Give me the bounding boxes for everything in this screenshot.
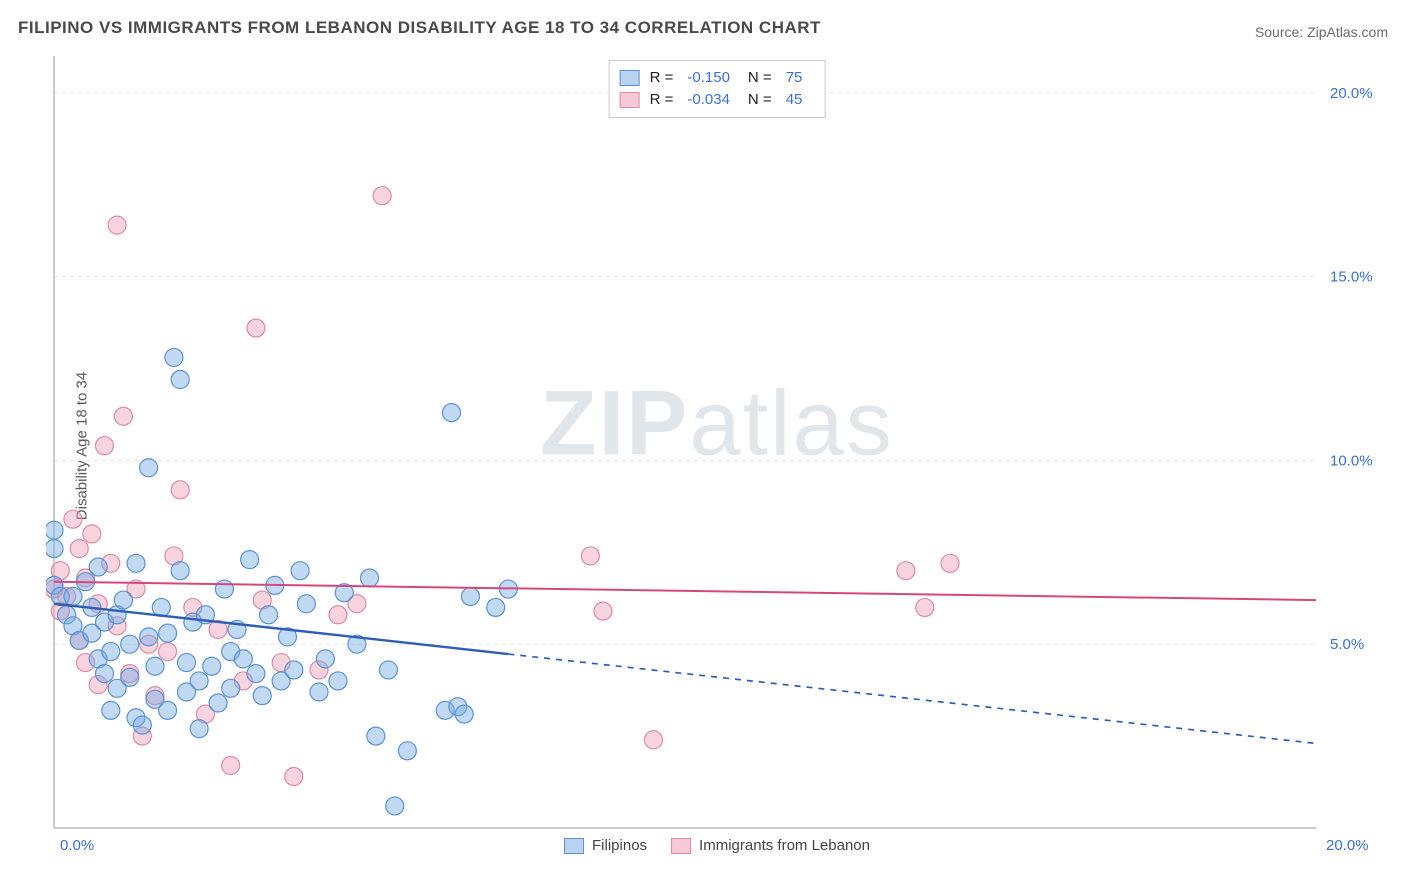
series-label: Immigrants from Lebanon — [699, 837, 870, 854]
svg-text:5.0%: 5.0% — [1330, 636, 1364, 653]
legend-n-label: N = — [748, 89, 772, 111]
correlation-legend: R = -0.150 N = 75 R = -0.034 N = 45 — [609, 60, 826, 118]
legend-swatch — [620, 92, 640, 108]
legend-swatch — [564, 838, 584, 854]
svg-text:10.0%: 10.0% — [1330, 452, 1373, 469]
svg-text:20.0%: 20.0% — [1330, 85, 1373, 102]
legend-r-label: R = — [650, 67, 674, 89]
legend-r-value: -0.034 — [687, 89, 730, 111]
legend-n-value: 45 — [786, 89, 803, 111]
legend-r-label: R = — [650, 89, 674, 111]
series-legend: Filipinos Immigrants from Lebanon — [564, 837, 870, 854]
legend-row: R = -0.034 N = 45 — [620, 89, 811, 111]
source-link[interactable]: ZipAtlas.com — [1307, 24, 1388, 40]
source-label: Source: — [1255, 24, 1307, 40]
legend-row: R = -0.150 N = 75 — [620, 67, 811, 89]
series-legend-item: Immigrants from Lebanon — [671, 837, 870, 854]
legend-swatch — [671, 838, 691, 854]
legend-n-value: 75 — [786, 67, 803, 89]
series-legend-item: Filipinos — [564, 837, 647, 854]
legend-n-label: N = — [748, 67, 772, 89]
legend-r-value: -0.150 — [687, 67, 730, 89]
series-label: Filipinos — [592, 837, 647, 854]
chart-title: FILIPINO VS IMMIGRANTS FROM LEBANON DISA… — [18, 18, 821, 38]
svg-text:15.0%: 15.0% — [1330, 269, 1373, 286]
chart-area: ZIPatlas 5.0%10.0%15.0%20.0%0.0%20.0% R … — [46, 56, 1388, 856]
legend-swatch — [620, 70, 640, 86]
svg-text:20.0%: 20.0% — [1326, 837, 1369, 854]
source-attribution: Source: ZipAtlas.com — [1255, 24, 1388, 40]
svg-text:0.0%: 0.0% — [60, 837, 94, 854]
scatter-chart: 5.0% 10.0% 15.0% 20.0% 0.0% 20.0% — [46, 56, 1388, 856]
